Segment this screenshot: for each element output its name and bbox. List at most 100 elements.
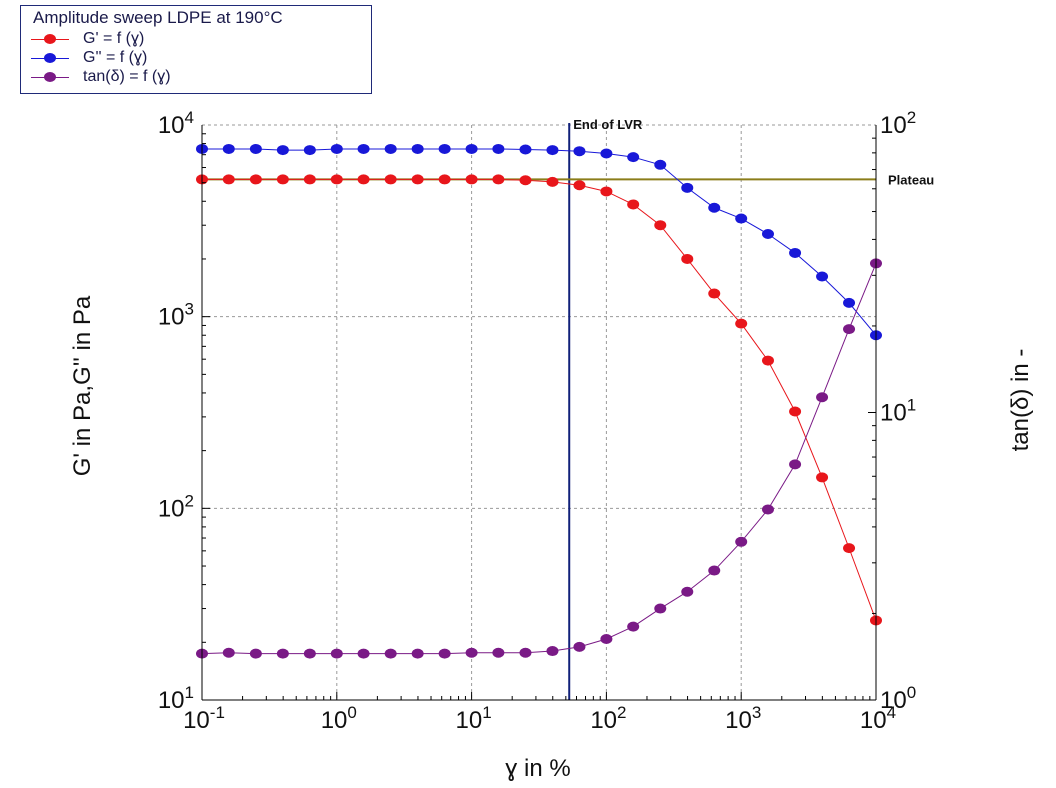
data-point-g-prime: [492, 174, 505, 185]
x-tick-label: 100: [321, 703, 357, 734]
data-point-g-prime: [384, 174, 397, 185]
data-point-tan-delta: [627, 621, 640, 632]
data-point-g-prime: [816, 472, 829, 483]
data-point-tan-delta: [600, 633, 613, 644]
data-point-g-double-prime: [789, 247, 802, 258]
data-point-g-prime: [681, 253, 694, 264]
data-point-g-double-prime: [600, 148, 613, 159]
data-point-tan-delta: [816, 392, 829, 403]
legend-label-g-double-prime: G'' = f (ɣ): [83, 49, 148, 66]
data-point-g-double-prime: [761, 228, 774, 239]
data-point-g-double-prime: [330, 143, 343, 154]
data-point-g-prime: [708, 288, 721, 299]
data-point-tan-delta: [546, 646, 559, 657]
data-point-g-double-prime: [627, 152, 640, 163]
series-line-g-prime: [202, 178, 877, 621]
data-point-g-double-prime: [708, 202, 721, 213]
data-point-g-prime: [222, 174, 235, 185]
end-of-lvr-label: End of LVR: [573, 117, 643, 132]
data-point-g-double-prime: [222, 143, 235, 154]
data-point-g-double-prime: [357, 143, 370, 154]
x-tick-label: 103: [725, 703, 761, 734]
data-point-tan-delta: [222, 647, 235, 658]
data-point-tan-delta: [411, 648, 424, 659]
data-point-g-double-prime: [303, 145, 316, 156]
data-point-g-prime: [330, 174, 343, 185]
data-point-g-double-prime: [546, 145, 559, 156]
data-point-g-double-prime: [465, 143, 478, 154]
data-point-g-double-prime: [681, 182, 694, 193]
x-tick-label: 101: [456, 703, 492, 734]
y-axis-label: G' in Pa,G'' in Pa: [69, 295, 96, 476]
data-point-tan-delta: [276, 648, 289, 659]
legend-label-g-prime: G' = f (ɣ): [83, 30, 145, 47]
x-tick-label: 10-1: [183, 703, 225, 734]
data-point-g-double-prime: [492, 143, 505, 154]
y-tick-label: 103: [158, 300, 194, 331]
data-point-g-double-prime: [816, 271, 829, 282]
axes: [201, 125, 877, 701]
data-point-tan-delta: [249, 648, 262, 659]
data-point-g-prime: [465, 174, 478, 185]
series-line-g-double-prime: [202, 148, 877, 336]
data-point-g-double-prime: [438, 143, 451, 154]
plateau-label: Plateau: [888, 172, 934, 187]
annotations: End of LVR Plateau: [202, 117, 934, 700]
data-point-g-double-prime: [735, 213, 748, 224]
data-point-g-prime: [654, 220, 667, 231]
data-point-g-prime: [735, 318, 748, 329]
data-point-tan-delta: [465, 647, 478, 658]
data-point-g-double-prime: [276, 145, 289, 156]
legend-label-tan-delta: tan(δ) = f (ɣ): [83, 68, 171, 85]
y2-tick-label: 102: [880, 108, 916, 139]
legend-marker-g-double-prime: [44, 53, 56, 63]
data-point-g-prime: [789, 406, 802, 417]
data-point-g-double-prime: [384, 143, 397, 154]
y2-axis-label: tan(δ) in -: [1007, 349, 1034, 452]
data-series: [196, 143, 882, 659]
data-point-g-prime: [411, 174, 424, 185]
data-point-g-prime: [276, 174, 289, 185]
data-point-tan-delta: [681, 586, 694, 597]
data-point-g-double-prime: [843, 297, 856, 308]
data-point-g-prime: [519, 175, 532, 186]
data-point-g-double-prime: [411, 143, 424, 154]
data-point-g-prime: [357, 174, 370, 185]
data-point-tan-delta: [357, 648, 370, 659]
data-point-tan-delta: [708, 565, 721, 576]
data-point-g-double-prime: [654, 159, 667, 170]
data-point-tan-delta: [654, 603, 667, 614]
data-point-tan-delta: [735, 536, 748, 547]
data-point-g-double-prime: [573, 146, 586, 157]
data-point-g-double-prime: [249, 143, 262, 154]
legend-marker-tan-delta: [44, 72, 56, 82]
y2-tick-label: 101: [880, 396, 916, 427]
x-tick-label: 104: [860, 703, 896, 734]
data-point-tan-delta: [384, 648, 397, 659]
x-axis-label: ɣ in %: [505, 755, 570, 782]
data-point-tan-delta: [573, 641, 586, 652]
data-point-tan-delta: [789, 459, 802, 470]
grid-lines: [202, 124, 876, 700]
y2-tick-label: 100: [880, 683, 916, 714]
legend-marker-g-prime: [44, 34, 56, 44]
data-point-tan-delta: [761, 504, 774, 515]
legend-title: Amplitude sweep LDPE at 190°C: [33, 8, 283, 27]
data-point-g-prime: [573, 180, 586, 191]
data-point-g-prime: [600, 186, 613, 197]
data-point-g-prime: [249, 174, 262, 185]
y-tick-label: 104: [158, 108, 194, 139]
data-point-tan-delta: [303, 648, 316, 659]
data-point-g-prime: [843, 543, 856, 554]
x-tick-label: 102: [590, 703, 626, 734]
y-tick-label: 102: [158, 491, 194, 522]
legend: Amplitude sweep LDPE at 190°C G' = f (ɣ)…: [20, 5, 372, 94]
data-point-g-prime: [627, 199, 640, 210]
data-point-tan-delta: [438, 648, 451, 659]
series-line-tan-delta: [201, 263, 877, 655]
data-point-tan-delta: [843, 324, 856, 335]
data-point-tan-delta: [519, 647, 532, 658]
data-point-g-prime: [546, 176, 559, 187]
